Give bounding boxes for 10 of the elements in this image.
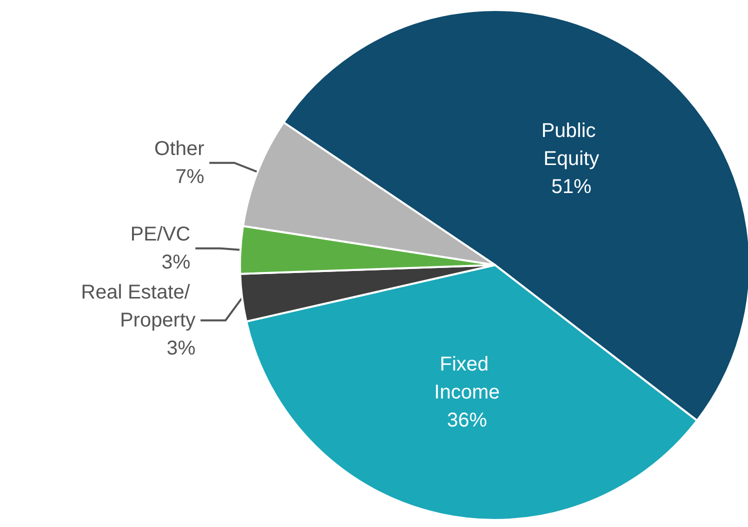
slice-label: Other xyxy=(154,138,205,160)
slice-label: Fixed Income xyxy=(434,353,500,404)
slice-label: Public Equity xyxy=(541,120,602,170)
slice-label: Real Estate/ Property xyxy=(81,281,196,332)
data-label: 7% xyxy=(175,166,205,188)
data-label: 36% xyxy=(446,409,488,432)
data-label: 3% xyxy=(166,337,196,360)
data-label: 51% xyxy=(551,176,592,198)
slice-label: PE/VC xyxy=(130,223,190,246)
data-label: 3% xyxy=(161,251,191,274)
